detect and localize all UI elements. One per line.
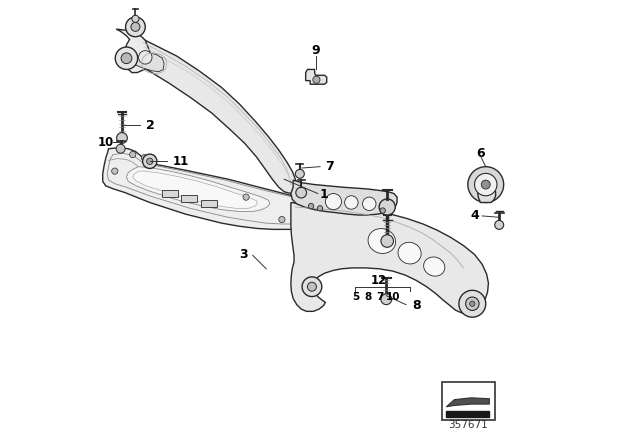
Text: 8: 8 (412, 299, 420, 312)
Circle shape (112, 168, 118, 174)
Polygon shape (291, 180, 397, 215)
Polygon shape (162, 190, 178, 197)
Circle shape (296, 187, 307, 198)
Text: 357671: 357671 (449, 420, 488, 430)
Text: 7: 7 (325, 160, 334, 173)
Text: 9: 9 (311, 43, 320, 57)
Circle shape (380, 208, 385, 213)
Polygon shape (181, 195, 197, 202)
Text: 7: 7 (376, 292, 384, 302)
Circle shape (243, 194, 249, 200)
Circle shape (141, 155, 148, 161)
Circle shape (481, 180, 490, 189)
Text: 4: 4 (470, 209, 479, 223)
Text: 2: 2 (146, 119, 155, 132)
Polygon shape (291, 202, 488, 314)
Polygon shape (446, 411, 490, 417)
Circle shape (143, 154, 157, 168)
Circle shape (116, 144, 125, 153)
Polygon shape (446, 398, 490, 407)
Circle shape (470, 301, 475, 306)
Circle shape (279, 216, 285, 223)
Polygon shape (477, 187, 495, 202)
Circle shape (296, 169, 305, 178)
Text: 11: 11 (173, 155, 189, 168)
Ellipse shape (368, 228, 396, 254)
Circle shape (139, 51, 152, 64)
Circle shape (475, 173, 497, 196)
Circle shape (116, 133, 127, 143)
Ellipse shape (424, 257, 445, 276)
Circle shape (344, 196, 358, 209)
Circle shape (115, 47, 138, 69)
Polygon shape (132, 171, 257, 208)
Polygon shape (132, 38, 297, 194)
Circle shape (468, 167, 504, 202)
Circle shape (132, 15, 139, 22)
Circle shape (147, 158, 153, 164)
Circle shape (308, 203, 314, 209)
Circle shape (307, 282, 316, 291)
Circle shape (302, 277, 322, 297)
Circle shape (130, 151, 136, 158)
Circle shape (131, 22, 140, 31)
Polygon shape (306, 69, 327, 84)
Polygon shape (127, 167, 270, 211)
Text: 3: 3 (239, 248, 248, 261)
Circle shape (465, 297, 479, 310)
Circle shape (381, 235, 394, 247)
Text: 5: 5 (352, 292, 360, 302)
Text: 10: 10 (385, 292, 400, 302)
Bar (442, 382, 495, 420)
Circle shape (495, 220, 504, 229)
Circle shape (121, 53, 132, 64)
Circle shape (459, 290, 486, 317)
Circle shape (317, 206, 323, 211)
Text: 12: 12 (371, 273, 387, 287)
Text: 10: 10 (98, 136, 114, 149)
Circle shape (325, 194, 342, 210)
Polygon shape (103, 148, 348, 229)
Circle shape (379, 199, 396, 215)
Circle shape (313, 76, 320, 83)
Text: 8: 8 (365, 292, 372, 302)
Circle shape (362, 197, 376, 211)
Polygon shape (116, 29, 150, 73)
Polygon shape (134, 53, 164, 72)
Text: 6: 6 (476, 146, 484, 160)
Polygon shape (201, 200, 217, 207)
Circle shape (381, 294, 392, 305)
Circle shape (125, 17, 145, 37)
Text: 1: 1 (319, 188, 328, 202)
Ellipse shape (398, 242, 421, 264)
